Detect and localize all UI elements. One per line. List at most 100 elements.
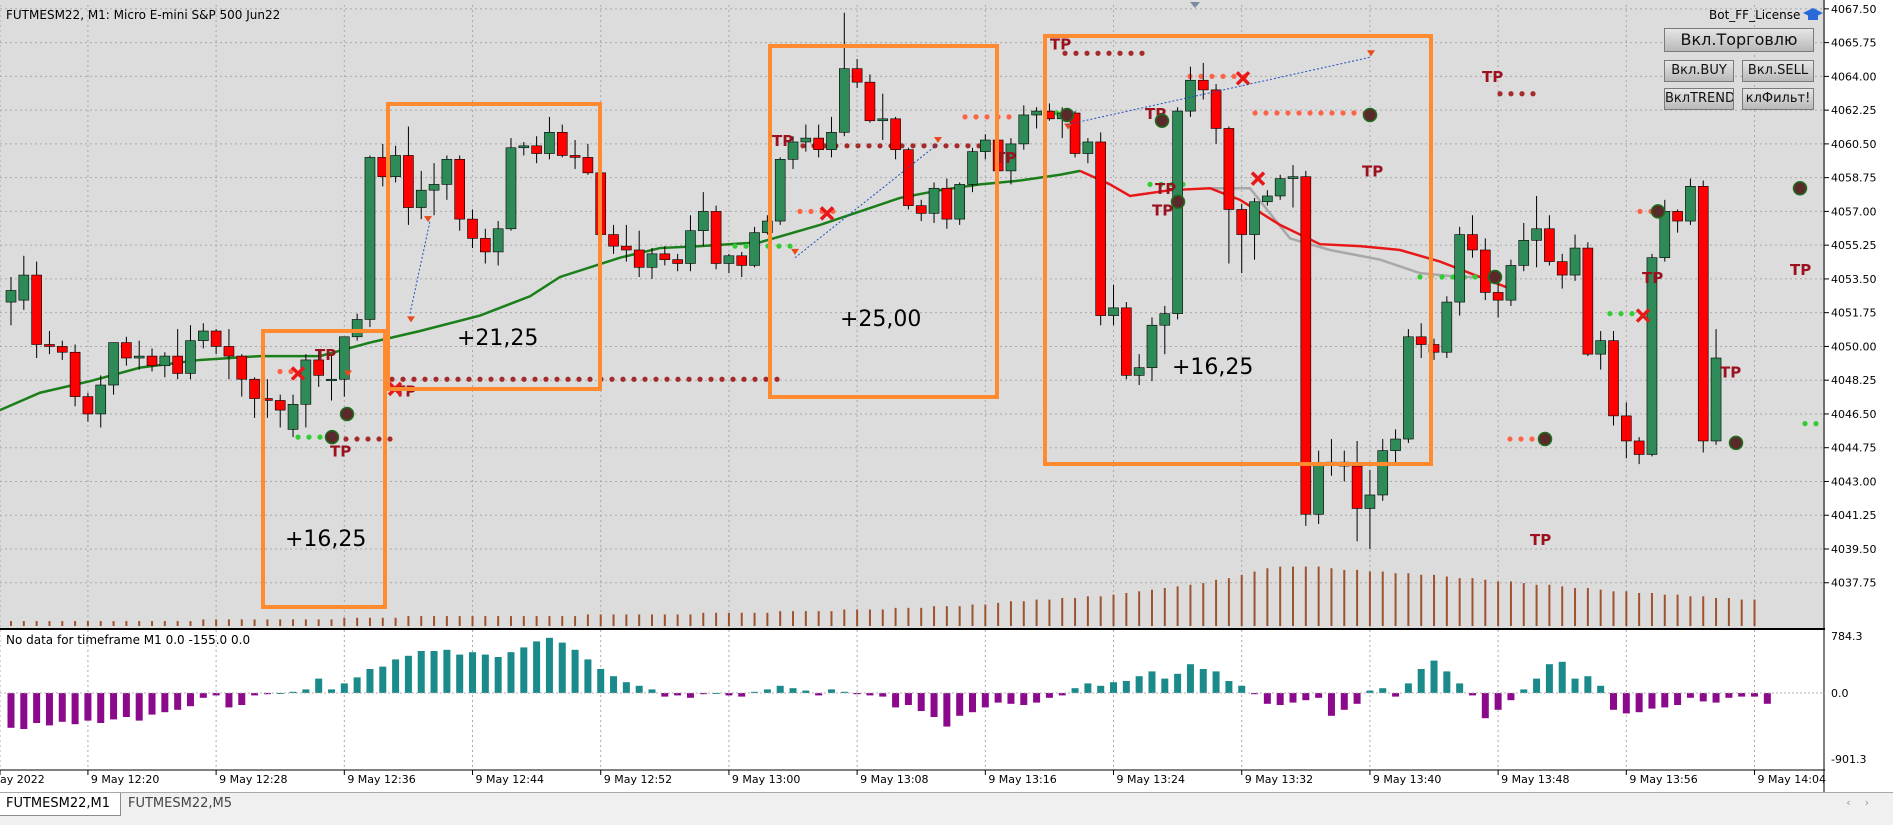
- close-cross-icon: [290, 366, 306, 381]
- bear-candle: [1480, 249, 1491, 293]
- histogram-bar: [1430, 660, 1438, 693]
- position-circle-icon: [1792, 181, 1808, 196]
- signal-dot: [697, 376, 703, 382]
- signal-dot: [1139, 50, 1145, 56]
- histogram-bars: [7, 637, 1771, 729]
- signal-dot: [295, 434, 301, 440]
- enable-sell-button[interactable]: Вкл.SELL: [1742, 60, 1814, 82]
- enable-trend-button[interactable]: ВклTREND: [1664, 88, 1734, 110]
- enable-filter-button[interactable]: клФильт!: [1742, 88, 1814, 110]
- bull-candle: [954, 184, 965, 220]
- time-tick-label: 9 May 13:16: [988, 773, 1056, 786]
- histogram-bar: [1443, 671, 1451, 693]
- bull-candle: [1185, 79, 1196, 112]
- signal-dot: [1006, 114, 1012, 120]
- signal-dot: [1274, 110, 1280, 116]
- entry-arrow-icon: [1367, 50, 1375, 57]
- histogram-bar: [1712, 693, 1720, 703]
- bear-candle: [480, 238, 491, 253]
- signal-dot: [365, 436, 371, 442]
- tp-label: TP: [1152, 201, 1173, 219]
- tab-m5[interactable]: FUTMESM22,M5: [128, 796, 232, 811]
- signal-dot: [1519, 91, 1525, 97]
- indicator-scale: 784.3 0.0 -901.3: [1831, 630, 1866, 766]
- histogram-bar: [943, 693, 951, 727]
- signal-dot: [776, 243, 782, 249]
- histogram-bar: [1071, 688, 1079, 693]
- signal-dot: [973, 114, 979, 120]
- signal-dot: [1637, 208, 1643, 215]
- signal-dot: [521, 376, 527, 382]
- bear-candle: [249, 378, 260, 399]
- signal-dot: [387, 436, 393, 442]
- bull-candle: [108, 342, 119, 386]
- bear-candle: [172, 355, 183, 374]
- histogram-bar: [751, 691, 759, 693]
- enable-buy-button[interactable]: Вкл.BUY: [1664, 60, 1734, 82]
- enable-trading-button[interactable]: Вкл.Торговлю: [1664, 28, 1814, 52]
- bear-candle: [236, 355, 248, 380]
- histogram-bar: [648, 689, 656, 693]
- signal-dot: [855, 143, 861, 149]
- bear-candle: [121, 342, 132, 359]
- signal-dot: [954, 143, 960, 149]
- histogram-bar: [122, 693, 130, 717]
- histogram-bar: [584, 659, 592, 693]
- signal-dot: [1128, 50, 1134, 56]
- histogram-bar: [699, 693, 707, 695]
- signal-dot: [1802, 421, 1808, 427]
- tab-scroll-arrows[interactable]: ‹›: [1846, 796, 1883, 809]
- signal-dot: [1117, 50, 1123, 56]
- histogram-bar: [58, 693, 66, 722]
- signal-dot: [1220, 73, 1226, 79]
- histogram-bar: [481, 654, 489, 693]
- histogram-bar: [1686, 693, 1694, 698]
- histogram-bar: [789, 688, 797, 693]
- bull-candle: [1249, 201, 1260, 235]
- bear-candle: [1608, 340, 1619, 417]
- histogram-bar: [135, 693, 143, 721]
- signal-dot: [1497, 91, 1503, 97]
- signal-dot: [877, 143, 883, 149]
- histogram-bar: [1507, 693, 1515, 701]
- bull-candle: [787, 141, 799, 160]
- signal-dot: [277, 368, 283, 375]
- indicator-tick-label: 0.0: [1831, 687, 1849, 700]
- tp-label: TP: [1362, 163, 1383, 181]
- bear-candle: [569, 155, 581, 158]
- signal-dot: [343, 436, 349, 442]
- histogram-bar: [866, 693, 874, 696]
- position-circle-icon: [1650, 204, 1666, 219]
- price-tick-label: 4060.50: [1831, 138, 1877, 151]
- close-cross-icon: [819, 206, 835, 221]
- signal-dot: [1518, 436, 1524, 442]
- chart-tabs-bar: FUTMESM22,M1 FUTMESM22,M5 ‹›: [0, 792, 1893, 825]
- histogram-bar: [7, 693, 15, 728]
- bear-candle: [1697, 186, 1709, 442]
- histogram-bar: [1417, 669, 1425, 693]
- histogram-bar: [776, 685, 784, 693]
- histogram-bar: [815, 693, 823, 696]
- histogram-bar: [610, 676, 618, 693]
- signal-dot: [1529, 436, 1535, 442]
- histogram-bar: [1033, 693, 1041, 703]
- bull-candle: [800, 137, 812, 143]
- bear-candle: [1556, 261, 1568, 276]
- profit-label-1: +16,25: [285, 527, 366, 552]
- tab-m1[interactable]: FUTMESM22,M1: [0, 793, 121, 816]
- signal-dot: [433, 376, 439, 382]
- histogram-bar: [469, 652, 477, 693]
- bear-candle: [1492, 292, 1504, 301]
- time-scale-area: [0, 770, 1825, 792]
- signal-dot: [1439, 274, 1445, 280]
- histogram-bar: [186, 693, 194, 707]
- histogram-bar: [763, 689, 771, 693]
- histogram-bar: [430, 651, 438, 693]
- histogram-bar: [379, 666, 387, 693]
- bull-candle: [351, 319, 363, 338]
- bull-candle: [1685, 186, 1696, 222]
- tp-label: TP: [1790, 261, 1811, 279]
- trade-link-line: [794, 143, 939, 259]
- tp-label: TP: [330, 442, 351, 460]
